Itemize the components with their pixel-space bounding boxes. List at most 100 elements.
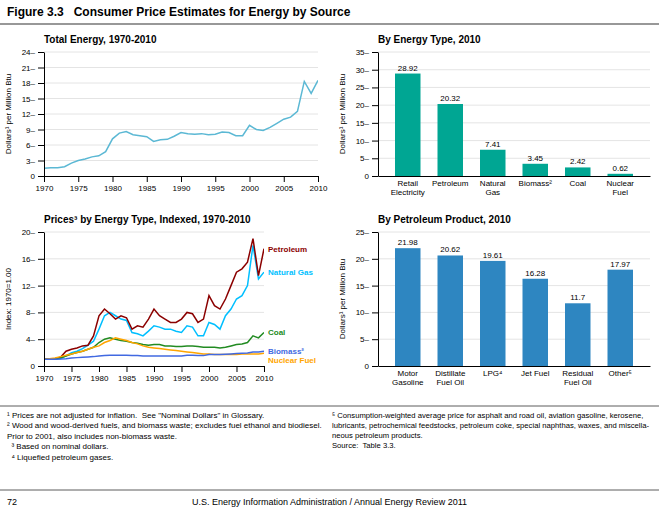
tick-label: 12– [22,282,36,291]
tick-label: 0 [31,172,36,181]
data-label: 3.45 [527,154,543,163]
tick-mark [38,99,44,100]
tick-mark [215,176,216,182]
tick: 2010 [310,176,328,193]
grid-line [44,258,264,259]
series-label: Nuclear Fuel [268,356,316,365]
tick-mark [284,176,285,182]
axis-line [378,233,379,367]
tick-label: 24– [22,48,36,57]
footnote: Prior to 2001, also includes non-biomass… [7,432,177,441]
tick: 1985 [118,366,136,383]
tick-mark [71,366,72,372]
bar [565,167,591,176]
tick-mark [372,87,378,88]
tick: Coal [570,176,587,188]
tick-label: 1985 [118,374,136,383]
tick: 8– [26,308,44,317]
tick-label: DistillateFuel Oil [435,369,466,387]
tick: 1970 [36,176,54,193]
grid-line [44,98,318,99]
tick-label-line: Fuel [612,188,628,197]
grid-line [378,69,650,70]
tick-mark [372,366,378,367]
tick: 5– [360,335,378,344]
rule [0,406,659,407]
tick: 15– [22,95,44,104]
tick: 0 [31,362,44,371]
tick: Biomass² [519,176,553,188]
tick-label: 1975 [63,374,81,383]
plot-area [395,248,633,366]
tick-mark [372,123,378,124]
data-label: 17.97 [610,260,631,269]
axis-title: Dollars¹ per Million Btu [338,259,347,339]
tick-mark [113,176,114,182]
series-labels: PetroleumNatural GasCoalBiomass²Nuclear … [268,245,316,366]
tick-label-line: Gas [485,188,500,197]
y-axis: 05–10–15–20–25–30–35– [356,48,379,181]
tick-label: 20– [22,228,36,237]
rule [0,23,659,24]
series-label: Coal [268,328,285,337]
tick-label: 25– [356,83,370,92]
grid-line [44,339,264,340]
tick-label: 10– [356,137,370,146]
tick-label: NaturalGas [480,179,506,197]
tick-label: 15– [356,282,370,291]
tick: MotorGasoline [392,366,424,387]
bar [438,104,464,176]
tick: 1995 [207,176,225,193]
tick-label: 1990 [173,184,191,193]
tick-mark [147,176,148,182]
tick: 1995 [173,366,191,383]
tick-label: 1990 [146,374,164,383]
tick-label-line: Natural [480,179,506,188]
plot-area [395,74,633,176]
tick: 16– [22,255,44,264]
tick-label: NuclearFuel [606,179,634,197]
tick-mark [78,176,79,182]
tick-mark [154,366,155,372]
tick: 4– [26,335,44,344]
bar [480,261,506,366]
bar [523,164,549,176]
data-label: 19.61 [483,251,504,260]
data-label: 11.7 [570,293,586,302]
tick-label-line: Biomass² [519,179,553,188]
tick-label: 15– [22,95,36,104]
tick-mark [181,366,182,372]
tick: 30– [356,66,378,75]
data-labels: 21.9820.6219.6116.2811.717.97 [398,238,631,302]
tick: 24– [22,48,44,57]
tick-label-line: Jet Fuel [521,369,550,378]
tick-label: 2000 [241,184,259,193]
grid-line [378,52,650,53]
tick-label: 21– [22,64,36,73]
tick-label: 2010 [256,374,274,383]
tick-mark [209,366,210,372]
tick: 0 [365,172,378,181]
tick-mark [38,68,44,69]
bar [523,279,549,366]
tick-mark [372,70,378,71]
tick-label: 35– [356,48,370,57]
tick-mark [38,232,44,233]
tick: 12– [22,282,44,291]
tick-mark [38,286,44,287]
tick-label: 18– [22,79,36,88]
tick-label-line: Other⁵ [609,369,632,378]
plot-area [44,80,318,168]
tick: 1975 [63,366,81,383]
tick-label: 3– [26,157,35,166]
tick: 10– [356,137,378,146]
tick-label: 8– [26,308,35,317]
tick-mark [38,145,44,146]
tick-label-line: Fuel Oil [564,378,592,387]
tick-label-line: Gasoline [392,378,424,387]
tick: 2000 [201,366,219,383]
grid [44,52,318,161]
grid-line [44,52,318,53]
grid-line [44,312,264,313]
tick-mark [372,141,378,142]
